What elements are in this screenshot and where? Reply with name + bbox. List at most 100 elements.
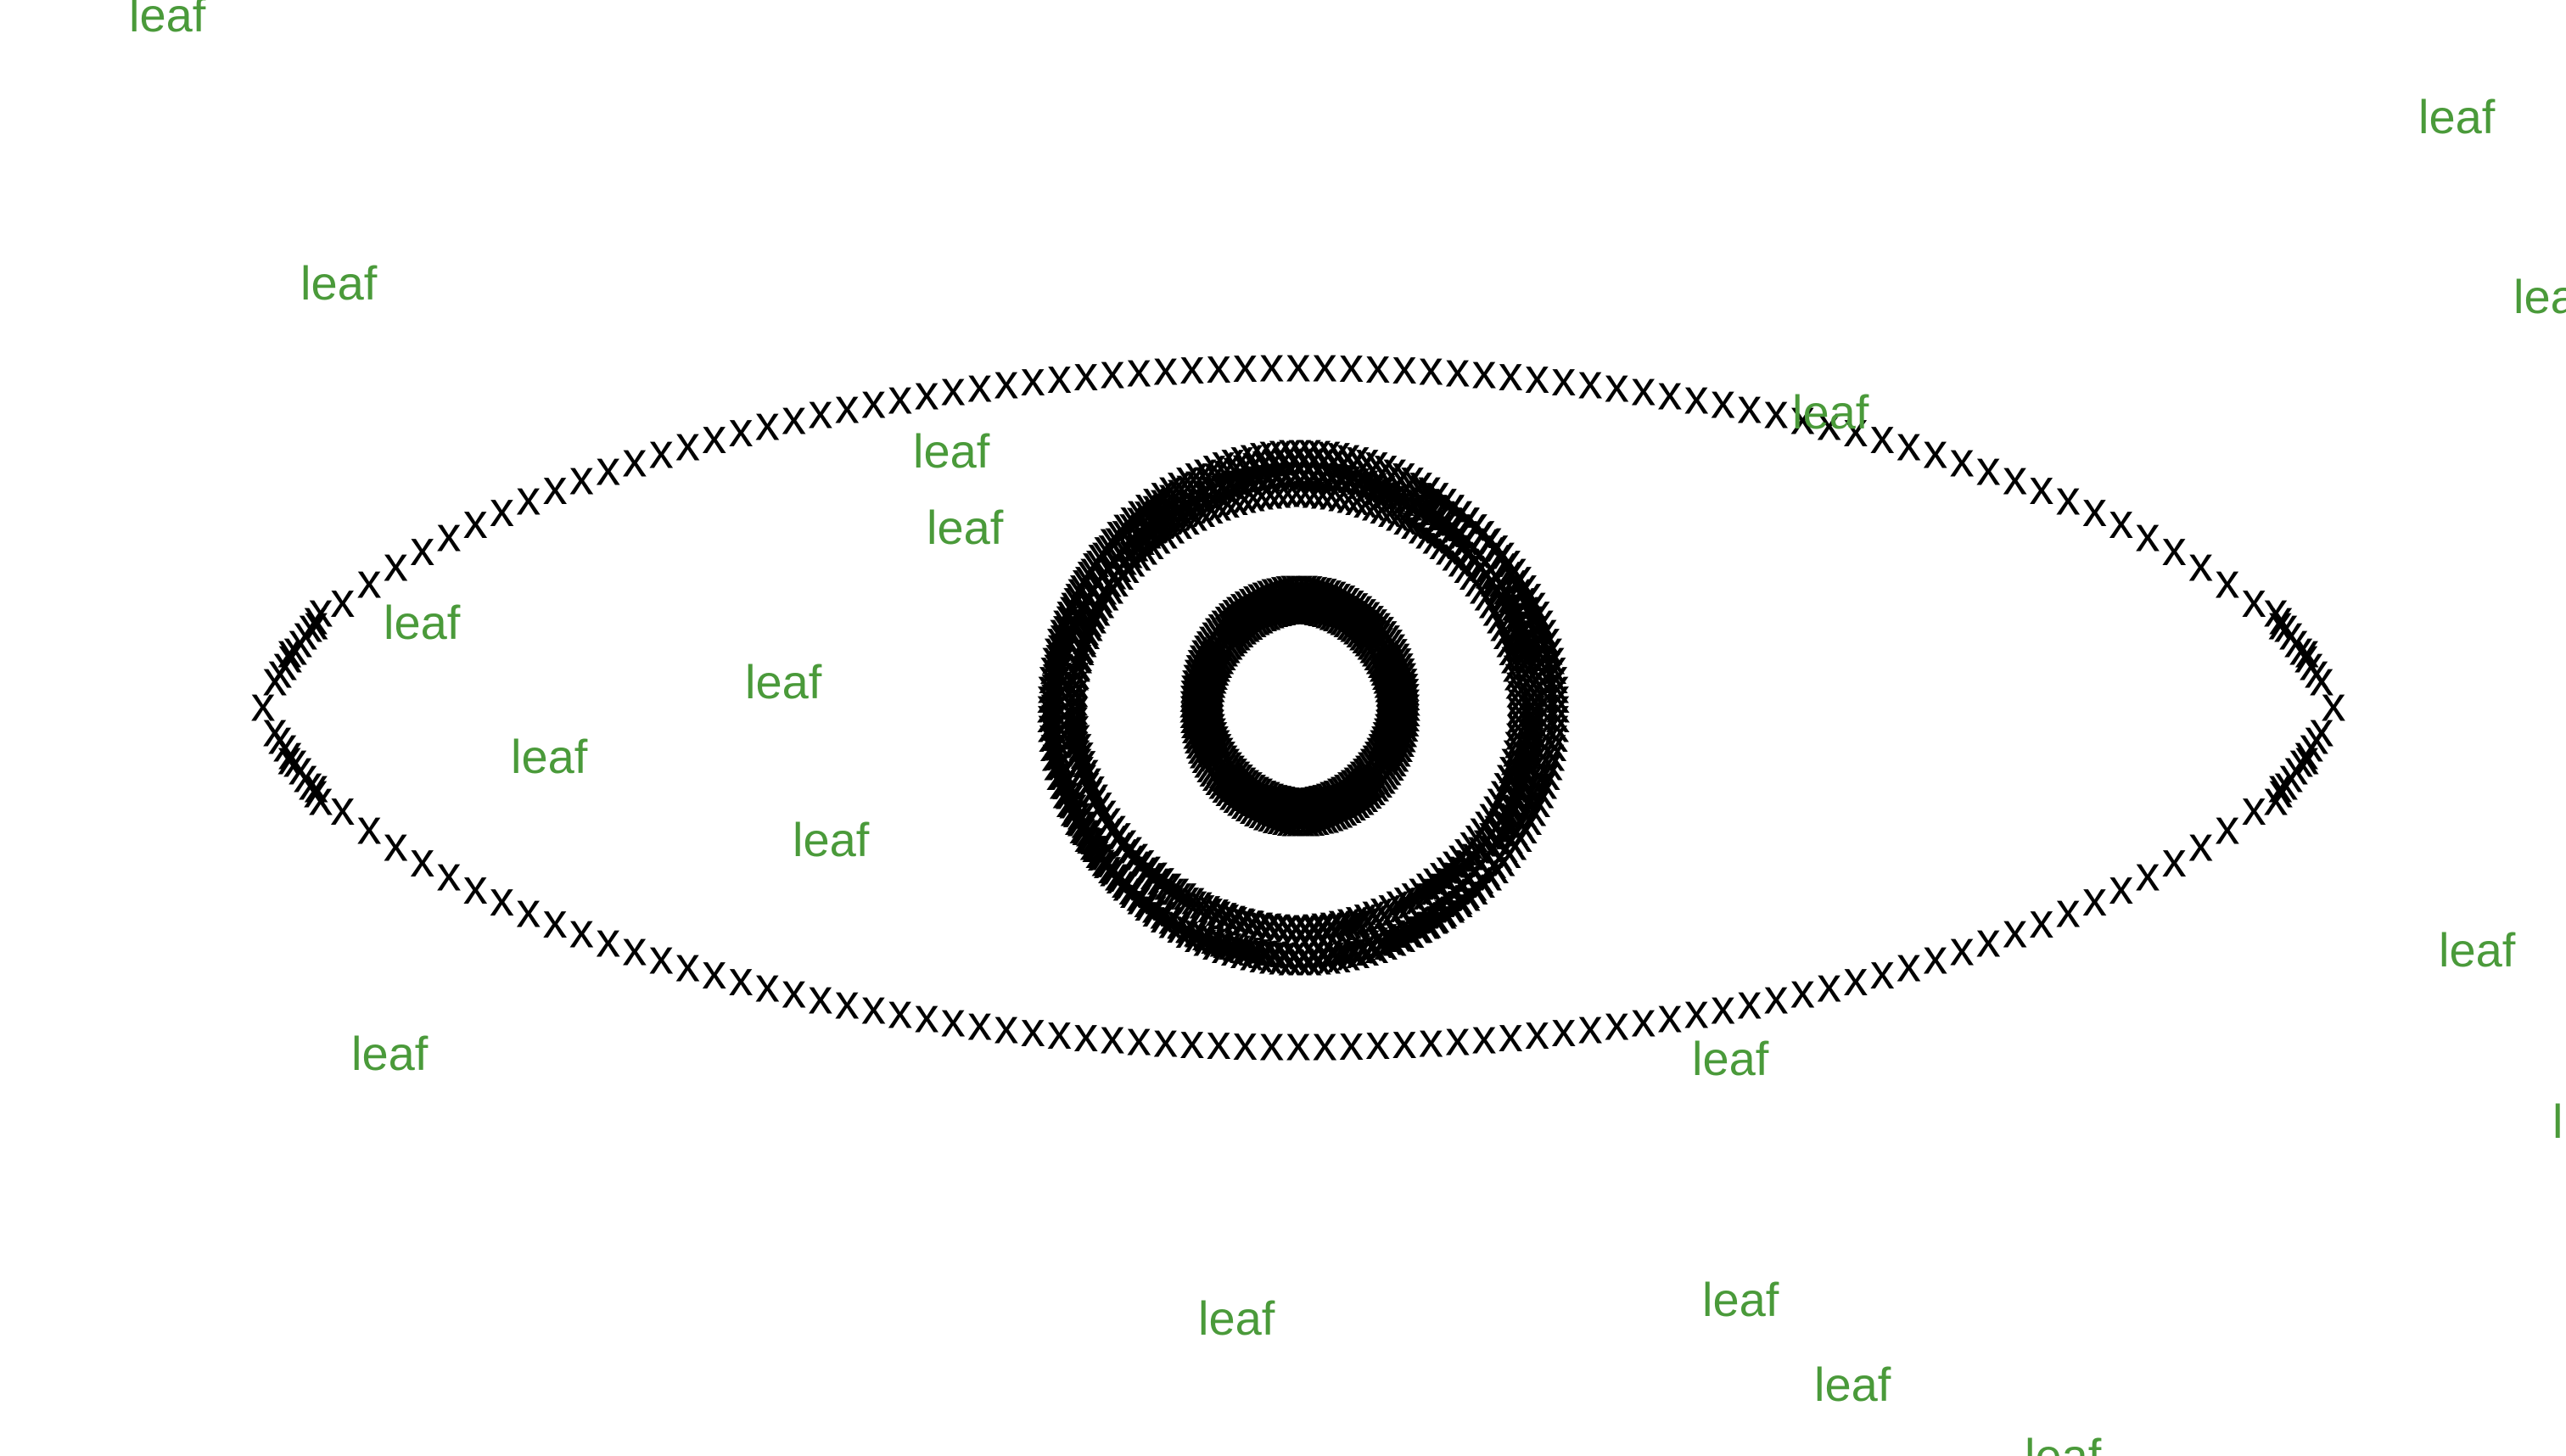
- leaf-label: leaf: [1198, 1291, 1275, 1345]
- iris-ring-mark: x: [1050, 732, 1074, 787]
- iris-ring-mark: x: [1347, 451, 1371, 506]
- iris-ring-mark: x: [1293, 445, 1318, 500]
- iris-ring-mark: x: [1372, 458, 1397, 513]
- iris-ring-mark: x: [1488, 553, 1513, 608]
- iris-ring-mark: x: [1374, 916, 1398, 971]
- iris-ring-mark: x: [1106, 504, 1130, 559]
- iris-ring-mark: x: [1065, 647, 1090, 702]
- iris-ring-mark: x: [1544, 708, 1568, 763]
- iris-ring-mark: x: [1516, 725, 1540, 780]
- leaf-label: leaf: [351, 1027, 429, 1080]
- iris-ring-mark: x: [1426, 888, 1450, 944]
- iris-ring-mark: x: [1521, 690, 1546, 745]
- iris-ring-mark: x: [1417, 893, 1442, 949]
- eye-outline-mark: x: [994, 355, 1018, 410]
- eye-outline-mark: x: [278, 629, 303, 684]
- iris-ring-mark: x: [1063, 776, 1088, 832]
- eye-outline-mark: x: [268, 710, 293, 765]
- iris-ring-mark: x: [1534, 647, 1559, 702]
- iris-ring-mark: x: [1311, 899, 1336, 954]
- iris-ring-mark: x: [1100, 559, 1124, 614]
- iris-ring-mark: x: [1183, 903, 1207, 958]
- iris-ring-mark: x: [1258, 896, 1283, 951]
- eye-outline-mark: x: [330, 573, 355, 628]
- iris-ring-mark: x: [1236, 451, 1261, 506]
- iris-ring-mark: x: [1045, 695, 1070, 750]
- iris-ring-mark: x: [1441, 879, 1465, 934]
- iris-ring-mark: x: [1493, 783, 1517, 838]
- iris-ring-mark: x: [1076, 605, 1101, 660]
- iris-ring-mark: x: [1513, 610, 1538, 665]
- eye-outline-mark: x: [299, 756, 323, 811]
- iris-ring-mark: x: [1504, 585, 1529, 640]
- iris-ring-mark: x: [1379, 911, 1403, 966]
- iris-ring-mark: x: [1355, 890, 1380, 945]
- iris-ring-mark: x: [1519, 707, 1544, 762]
- iris-ring-mark: x: [1508, 808, 1532, 863]
- eye-outline-mark: x: [1976, 912, 2001, 967]
- iris-ring-mark: x: [1284, 899, 1308, 954]
- iris-ring-mark: x: [1110, 546, 1135, 601]
- iris-ring-mark: x: [1457, 523, 1482, 578]
- iris-ring-mark: x: [1124, 826, 1149, 881]
- eye-outline-mark: x: [516, 882, 541, 938]
- iris-ring-mark: x: [1504, 552, 1528, 608]
- iris-ring-mark: x: [1397, 874, 1421, 929]
- iris-ring-mark: x: [1356, 457, 1381, 512]
- iris-ring-mark: x: [1513, 799, 1538, 854]
- iris-ring-mark: x: [1499, 544, 1524, 599]
- iris-ring-mark: x: [1370, 914, 1394, 969]
- iris-ring-mark: x: [1346, 924, 1370, 979]
- iris-ring-mark: x: [1137, 505, 1162, 560]
- iris-ring-mark: x: [1506, 663, 1531, 718]
- eye-outline-mark: x: [437, 846, 462, 901]
- eye-outline-mark: x: [2188, 817, 2213, 872]
- iris-ring-mark: x: [1326, 928, 1351, 983]
- iris-ring-mark: x: [1063, 706, 1088, 761]
- iris-ring-mark: x: [1135, 876, 1159, 932]
- iris-ring-mark: x: [1470, 849, 1494, 904]
- iris-ring-mark: x: [1191, 464, 1216, 519]
- iris-ring-mark: x: [1307, 931, 1331, 986]
- iris-ring-mark: x: [1051, 741, 1076, 796]
- iris-ring-mark: x: [1197, 465, 1222, 520]
- iris-ring-mark: x: [1040, 667, 1065, 722]
- iris-ring-mark: x: [1459, 815, 1483, 870]
- iris-ring-mark: x: [1442, 844, 1466, 899]
- eye-outline-mark: x: [1499, 346, 1523, 401]
- iris-ring-mark: x: [1478, 847, 1503, 902]
- eye-outline-mark: x: [2056, 882, 2081, 938]
- iris-ring-mark: x: [1083, 771, 1107, 826]
- eye-outline-mark: x: [490, 871, 514, 927]
- iris-ring-mark: x: [1102, 546, 1127, 601]
- eye-outline-mark: x: [755, 395, 780, 451]
- iris-ring-mark: x: [1307, 423, 1331, 478]
- iris-ring-mark: x: [1072, 552, 1096, 608]
- eye-outline-mark: x: [357, 800, 382, 855]
- leaf-label: leaf: [1814, 1358, 1891, 1411]
- eye-outline-mark: x: [2162, 832, 2187, 888]
- eye-outline-mark: x: [304, 758, 328, 813]
- leaf-label: leaf: [2418, 90, 2496, 143]
- iris-ring-mark: x: [1517, 627, 1542, 682]
- iris-ring-mark: x: [1486, 771, 1510, 826]
- eye-outline-mark: x: [2305, 710, 2329, 765]
- eye-outline-mark: x: [2136, 846, 2160, 901]
- iris-ring-mark: x: [1474, 793, 1499, 848]
- iris-ring-mark: x: [1499, 809, 1524, 865]
- eye-outline-mark: x: [1976, 441, 2001, 496]
- iris-ring-mark: x: [1463, 841, 1487, 896]
- iris-ring-mark: x: [1102, 798, 1127, 853]
- iris-ring-mark: x: [1100, 801, 1124, 856]
- eye-outline-mark: x: [2289, 621, 2314, 676]
- iris-ring-mark: x: [1408, 860, 1432, 916]
- iris-ring-mark: x: [1266, 898, 1291, 953]
- iris-ring-mark: x: [1050, 608, 1074, 663]
- iris-ring-mark: x: [1545, 669, 1570, 724]
- eye-outline-mark: x: [1445, 1011, 1470, 1067]
- iris-ring-mark: x: [1075, 568, 1100, 624]
- eye-outline-mark: x: [1631, 992, 1656, 1047]
- iris-ring-mark: x: [1413, 478, 1437, 533]
- iris-ring-mark: x: [1442, 834, 1466, 889]
